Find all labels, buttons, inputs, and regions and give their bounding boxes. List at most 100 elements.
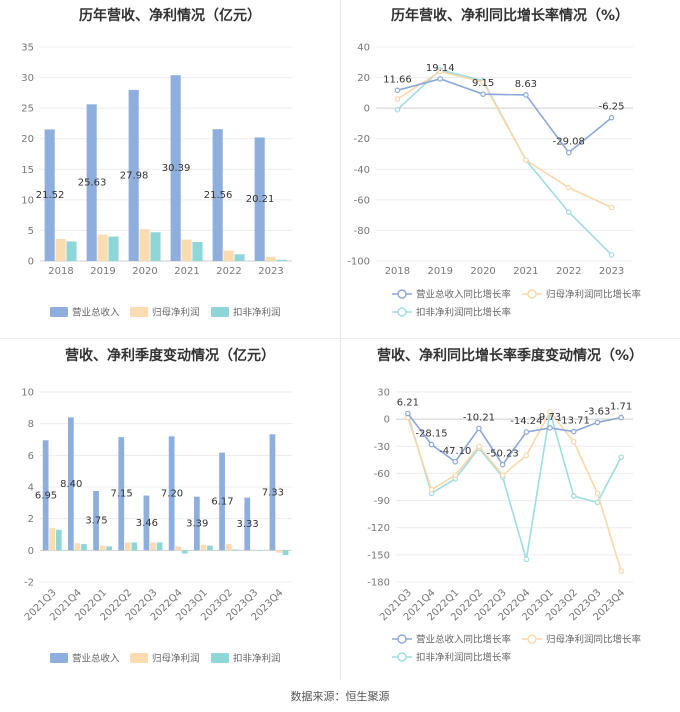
- y-tick-label: 0: [28, 257, 34, 268]
- y-tick-label: 15: [21, 165, 34, 176]
- series-point: [452, 458, 459, 465]
- chart-title: 历年营收、净利同比增长率情况（%）: [391, 7, 629, 24]
- x-tick-label: 2023: [599, 266, 624, 277]
- bar-revenue: [128, 89, 139, 261]
- series-line: [407, 410, 622, 572]
- bar-net-profit: [250, 549, 257, 551]
- data-source-footer: 数据来源：恒生聚源: [290, 690, 390, 703]
- legend-label: 归母净利润: [152, 653, 200, 665]
- bar-data-label: 7.20: [161, 488, 183, 499]
- y-tick-label: 8: [28, 419, 34, 430]
- line-data-label: 9.73: [539, 412, 561, 423]
- bar-data-label: 8.40: [60, 479, 82, 490]
- bar-deducted-profit: [55, 529, 62, 551]
- x-tick-label: 2019: [90, 266, 115, 277]
- horizontal-divider: [0, 338, 680, 339]
- y-tick-label: -40: [354, 165, 370, 176]
- bar-data-label: 7.15: [111, 489, 133, 500]
- bar-revenue: [143, 495, 150, 551]
- y-tick-label: 4: [28, 483, 34, 494]
- x-tick-label: 2022: [216, 266, 241, 277]
- y-tick-label: -30: [374, 442, 390, 453]
- bar-data-label: 21.52: [36, 190, 65, 201]
- line-data-label: -14.24: [510, 416, 542, 427]
- bar-data-label: 25.63: [78, 178, 107, 189]
- bar-data-label: 3.75: [85, 516, 107, 527]
- series-point: [565, 209, 572, 215]
- legend-label: 营业总收入同比增长率: [416, 289, 512, 301]
- legend-swatch: [130, 653, 148, 663]
- series-point: [437, 68, 444, 75]
- legend-swatch: [211, 307, 229, 317]
- line-data-label: 9.15: [472, 78, 494, 89]
- series-point: [394, 106, 401, 113]
- bar-deducted-profit: [207, 545, 213, 551]
- y-tick-label: 0: [28, 546, 34, 557]
- series-point: [405, 410, 411, 417]
- bar-data-label: 6.95: [35, 490, 57, 501]
- series-point: [594, 419, 601, 426]
- y-tick-label: -60: [374, 469, 390, 480]
- series-line: [396, 69, 613, 256]
- line-data-label: -47.10: [439, 446, 471, 457]
- legend-label: 归母净利润: [152, 307, 200, 319]
- series-point: [480, 79, 486, 85]
- series-point: [618, 568, 624, 574]
- bar-data-label: 3.33: [237, 519, 259, 530]
- bar-revenue: [67, 417, 74, 551]
- x-tick-label: 2022: [556, 266, 581, 277]
- bar-revenue: [244, 497, 251, 551]
- bar-deducted-profit: [66, 241, 77, 261]
- y-tick-label: -80: [354, 226, 370, 237]
- bar-revenue: [219, 452, 225, 551]
- y-tick-label: 10: [21, 195, 34, 206]
- bar-net-profit: [139, 229, 150, 261]
- line-data-label: 1.71: [610, 402, 632, 413]
- x-tick-label: 2019: [428, 266, 453, 277]
- line-data-label: -28.15: [415, 429, 447, 440]
- y-tick-label: 5: [28, 226, 34, 237]
- legend-label: 扣非净利润同比增长率: [416, 652, 512, 664]
- bar-net-profit: [49, 528, 56, 551]
- legend-swatch: [50, 653, 68, 663]
- series-point: [428, 441, 435, 448]
- legend-label: 营业总收入: [72, 653, 120, 665]
- series-point: [452, 472, 459, 479]
- bar-data-label: 3.46: [136, 518, 158, 529]
- x-tick-label: 2018: [385, 266, 410, 277]
- bar-revenue: [269, 434, 276, 551]
- bar-revenue: [254, 137, 265, 261]
- series-point: [608, 252, 615, 258]
- series-point: [594, 490, 601, 497]
- bar-net-profit: [124, 542, 131, 551]
- line-data-label: 19.14: [426, 63, 455, 74]
- bar-net-profit: [200, 544, 207, 551]
- bar-deducted-profit: [234, 254, 245, 261]
- bar-deducted-profit: [181, 550, 188, 554]
- series-point: [499, 472, 506, 479]
- series-point: [570, 438, 577, 445]
- bar-revenue: [168, 436, 175, 551]
- bar-deducted-profit: [156, 542, 163, 551]
- annual-growth-rate-chart: 历年营收、净利同比增长率情况（%） -100 -80 -60 -40 -20 0 20 40 20…: [347, 7, 642, 319]
- y-tick-label: 10: [21, 388, 34, 399]
- bar-data-label: 30.39: [162, 163, 191, 174]
- series-point: [480, 91, 486, 97]
- legend-label: 归母净利润同比增长率: [546, 289, 642, 301]
- y-tick-label: 6: [28, 451, 34, 462]
- bar-data-label: 6.17: [211, 496, 233, 507]
- line-data-label: -3.63: [585, 406, 611, 417]
- line-data-label: 11.66: [383, 74, 412, 85]
- series-point: [523, 429, 530, 435]
- bar-data-label: 7.33: [262, 487, 284, 498]
- bar-data-label: 20.21: [246, 194, 275, 205]
- series-point: [565, 184, 572, 191]
- series-point: [618, 414, 624, 421]
- annual-revenue-profit-chart: 历年营收、净利情况（亿元） 0 5 10 15 20 25 30 35 2018 2019 2020 2…: [21, 7, 292, 319]
- bar-revenue: [93, 490, 99, 551]
- line-data-label: -50.23: [487, 449, 519, 460]
- bar-revenue: [118, 437, 125, 551]
- bar-data-label: 3.39: [186, 518, 208, 529]
- bar-deducted-profit: [108, 236, 119, 261]
- bar-revenue: [44, 129, 55, 261]
